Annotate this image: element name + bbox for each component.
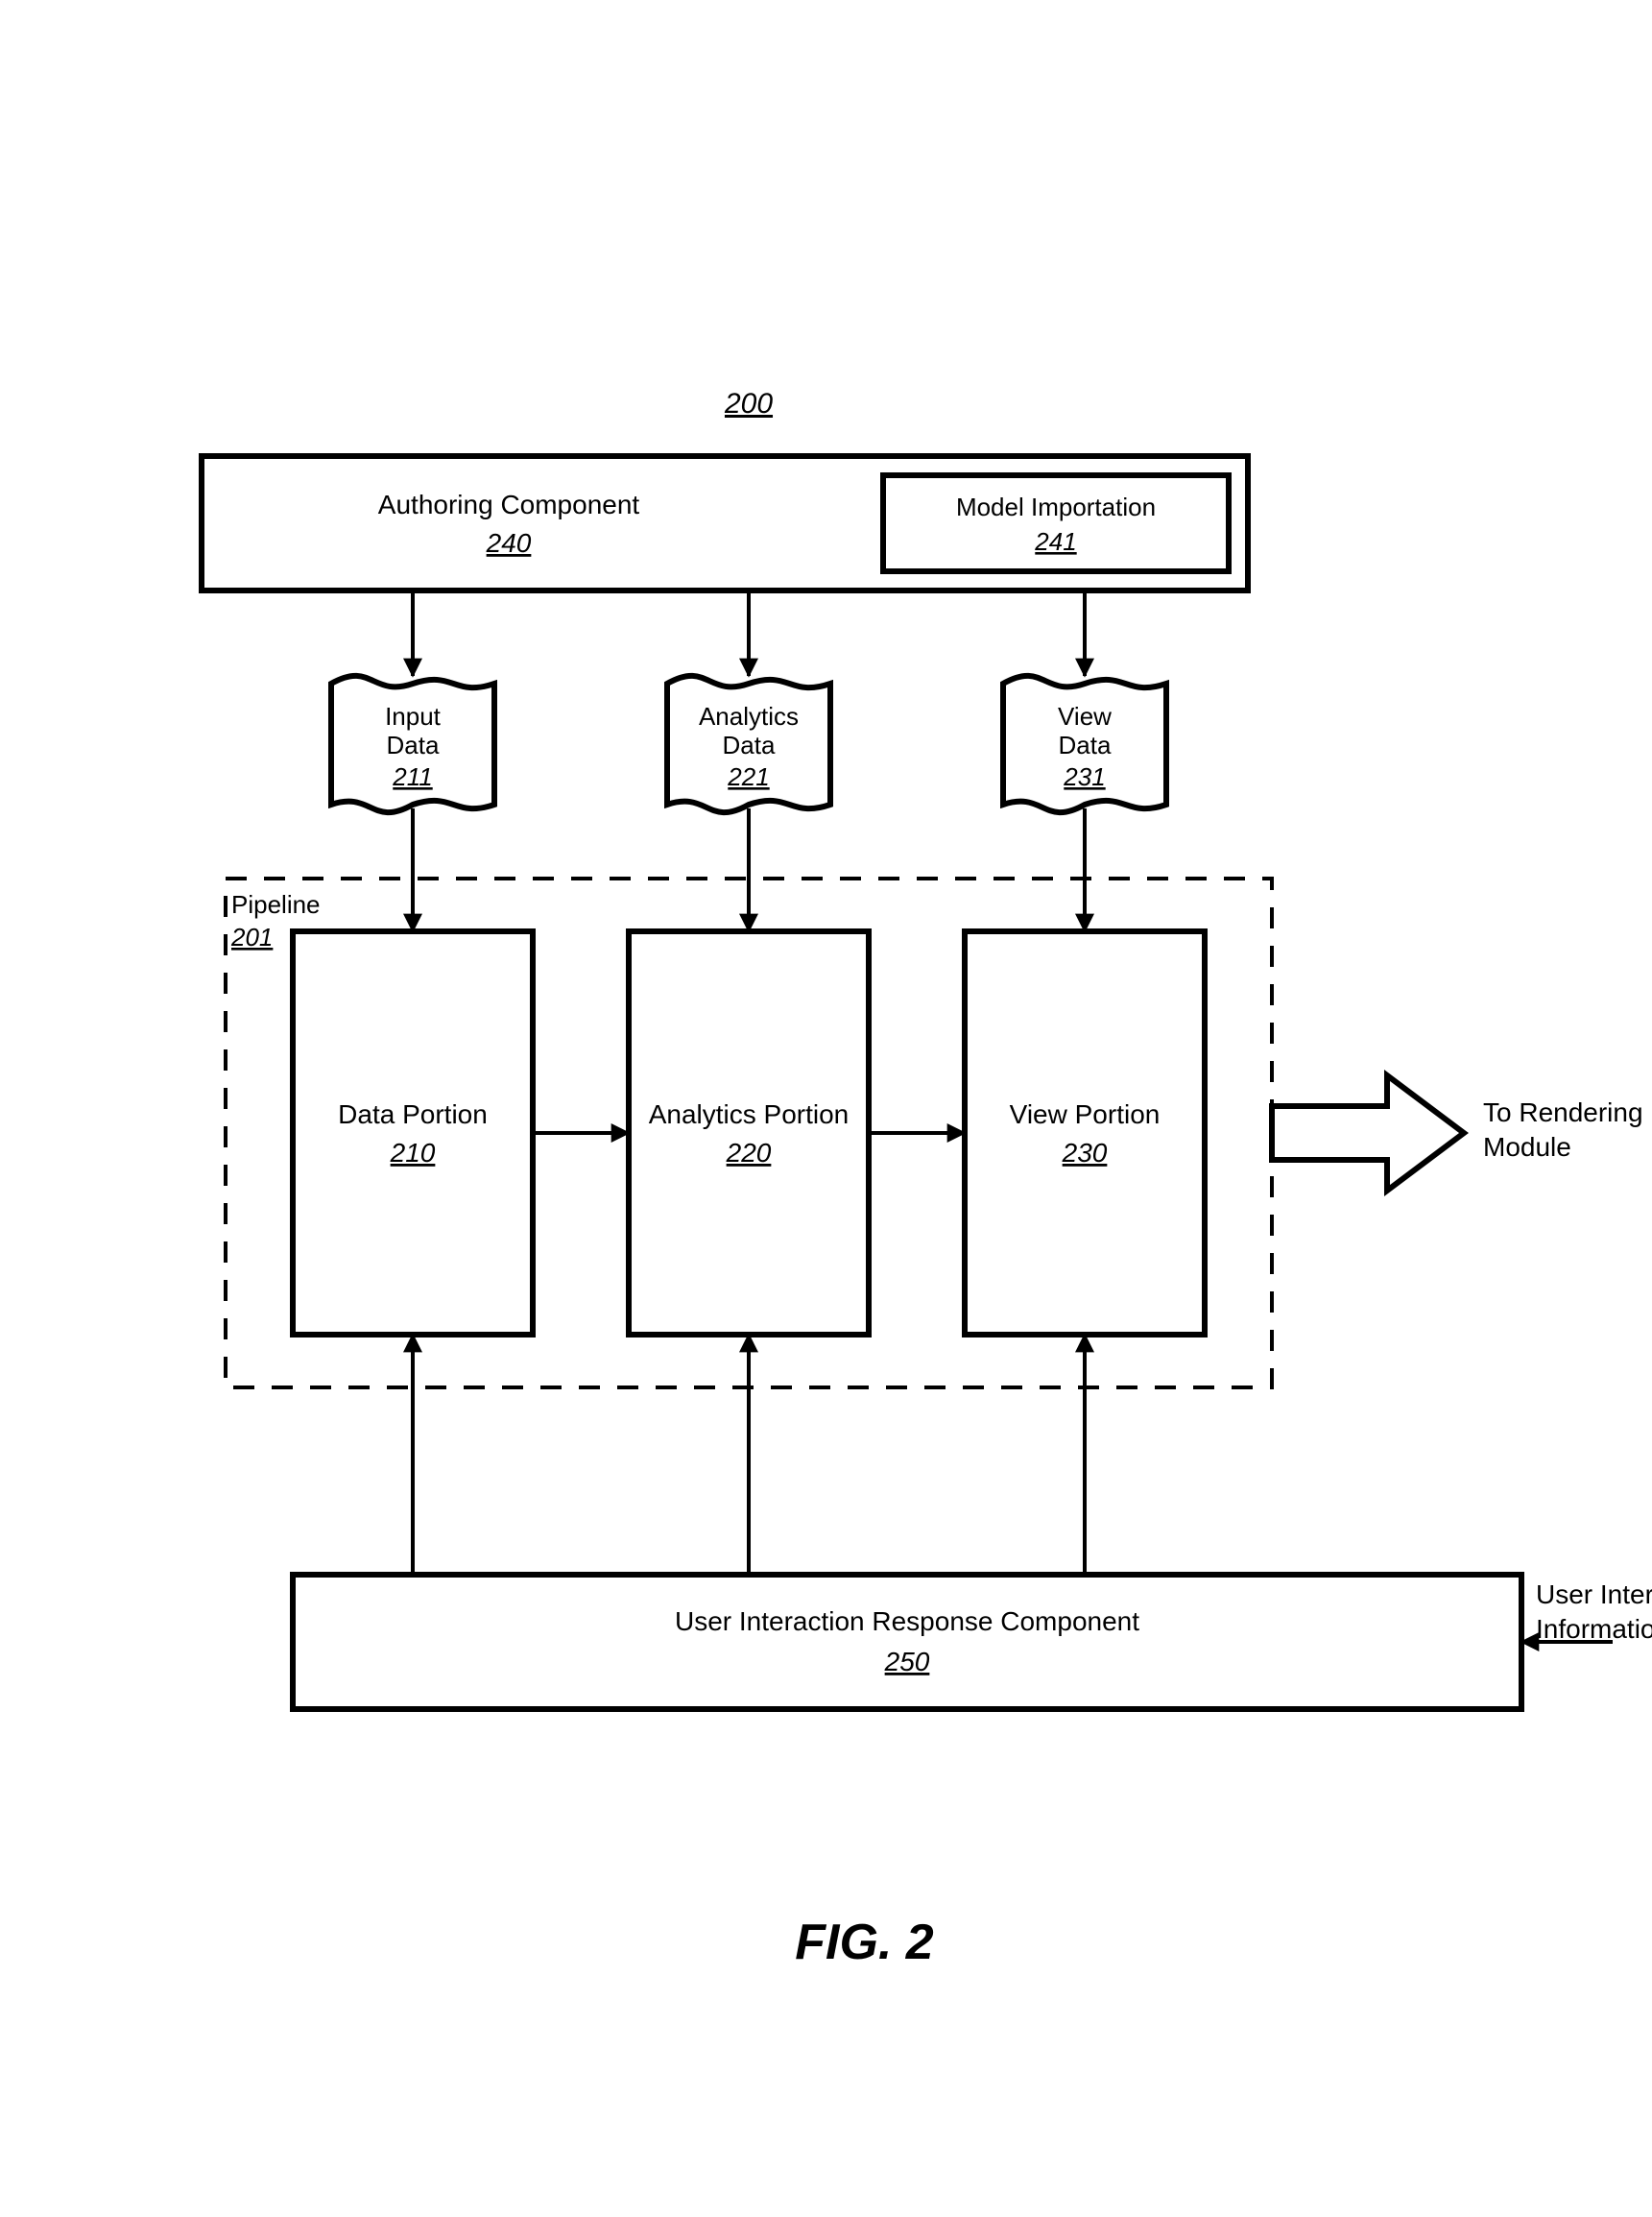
model-importation-label: Model Importation: [956, 493, 1156, 521]
data-portion-box: [293, 931, 533, 1335]
doc-input-ref: 211: [392, 762, 432, 791]
in-arrow-l2: Information: [1536, 1614, 1652, 1644]
figure-ref-top: 200: [724, 388, 773, 420]
model-importation-box: [883, 475, 1229, 571]
doc-analytics-l1: Analytics: [699, 702, 799, 731]
doc-input-l1: Input: [385, 702, 442, 731]
analytics-portion-ref: 220: [726, 1138, 772, 1168]
authoring-component-label: Authoring Component: [378, 490, 640, 519]
data-portion-label: Data Portion: [338, 1099, 488, 1129]
uir-label: User Interaction Response Component: [675, 1606, 1139, 1636]
doc-analytics-ref: 221: [727, 762, 769, 791]
doc-view-l1: View: [1058, 702, 1112, 731]
authoring-component-ref: 240: [486, 528, 532, 558]
view-portion-box: [965, 931, 1205, 1335]
doc-analytics-l2: Data: [723, 731, 776, 759]
out-arrow-l2: Module: [1483, 1132, 1571, 1162]
analytics-portion-box: [629, 931, 869, 1335]
figure-label: FIG. 2: [795, 1915, 934, 1970]
doc-view-l2: Data: [1059, 731, 1112, 759]
doc-view-ref: 231: [1063, 762, 1105, 791]
model-importation-ref: 241: [1034, 527, 1076, 556]
pipeline-box: [226, 879, 1272, 1387]
in-arrow-l1: User Interaction: [1536, 1579, 1652, 1609]
uir-box: [293, 1575, 1521, 1709]
out-arrow-l1: To Rendering: [1483, 1097, 1643, 1127]
pipeline-ref: 201: [230, 923, 273, 952]
view-portion-ref: 230: [1062, 1138, 1108, 1168]
view-portion-label: View Portion: [1010, 1099, 1161, 1129]
uir-ref: 250: [884, 1647, 930, 1676]
pipeline-label: Pipeline: [231, 890, 321, 919]
doc-input-l2: Data: [387, 731, 440, 759]
analytics-portion-label: Analytics Portion: [649, 1099, 850, 1129]
out-arrow: [1272, 1075, 1464, 1191]
data-portion-ref: 210: [390, 1138, 436, 1168]
